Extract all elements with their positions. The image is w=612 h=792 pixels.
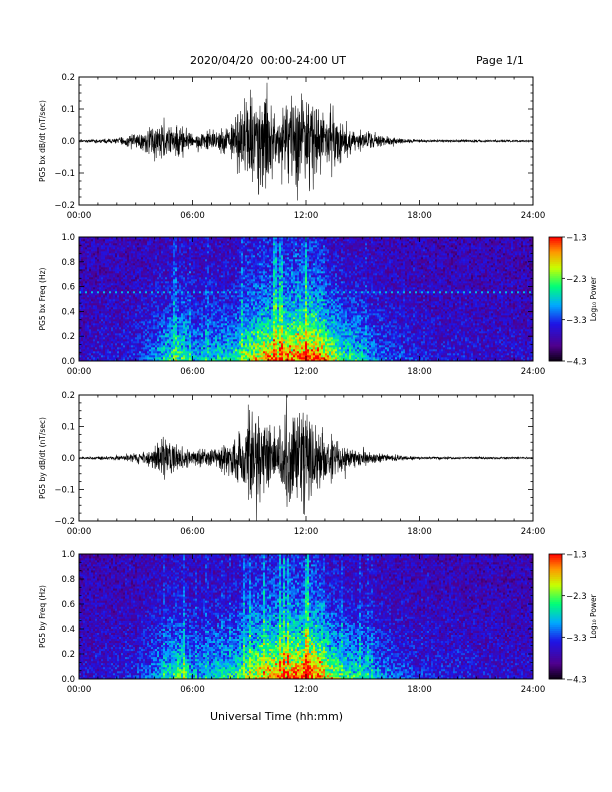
y-axis-label: PG5 bx Freq (Hz): [38, 267, 47, 330]
x-tick-label: 12:00: [294, 685, 319, 695]
colorbar-tick-label: −1.3: [566, 234, 587, 244]
y-tick-label: 0.0: [61, 357, 75, 367]
panel-4: −1.3 −2.3 −3.3 −4.3 Log₁₀ Power 00:00 06:00 12:…: [38, 550, 598, 695]
x-tick-label: 24:00: [521, 211, 546, 221]
colorbar-label: Log₁₀ Power: [589, 276, 598, 321]
x-tick-label: 06:00: [180, 367, 205, 377]
x-axis-label: Universal Time (hh:mm): [210, 710, 343, 723]
y-tick-label: −0.2: [54, 201, 75, 211]
x-tick-label: 18:00: [407, 367, 432, 377]
y-tick-label: −0.1: [54, 486, 75, 496]
x-tick-label: 00:00: [67, 527, 92, 537]
y-tick-label: 0.6: [61, 600, 75, 610]
colorbar: −1.3 −2.3 −3.3 −4.3 Log₁₀ Power: [549, 234, 598, 368]
y-tick-label: 0.4: [61, 307, 75, 317]
colorbar-tick-label: −2.3: [566, 592, 587, 602]
colorbar-tick-label: −3.3: [566, 316, 587, 326]
y-tick-label: 0.2: [61, 73, 75, 83]
panel-3: 00:00 06:00 12:00 18:00 24:00 0.2 0.1 0.0 −0.1 −0…: [38, 391, 545, 537]
y-tick-label: 0.2: [61, 332, 75, 342]
x-tick-label: 24:00: [521, 685, 546, 695]
y-axis-label: PG5 by Freq (Hz): [38, 585, 47, 648]
y-tick-label: −0.2: [54, 517, 75, 527]
colorbar: −1.3 −2.3 −3.3 −4.3 Log₁₀ Power: [549, 551, 598, 686]
colorbar-tick-label: −2.3: [566, 275, 587, 285]
x-tick-label: 00:00: [67, 211, 92, 221]
x-tick-label: 24:00: [521, 367, 546, 377]
x-tick-label: 18:00: [407, 211, 432, 221]
y-tick-label: 0.1: [61, 423, 75, 433]
y-tick-label: 0.1: [61, 105, 75, 115]
y-tick-label: 1.0: [61, 550, 75, 560]
x-tick-label: 06:00: [180, 527, 205, 537]
x-tick-label: 18:00: [407, 685, 432, 695]
x-tick-label: 18:00: [407, 527, 432, 537]
x-tick-label: 06:00: [180, 685, 205, 695]
x-tick-label: 06:00: [180, 211, 205, 221]
y-tick-label: 0.0: [61, 137, 75, 147]
y-tick-label: 1.0: [61, 233, 75, 243]
y-tick-label: 0.8: [61, 575, 75, 585]
x-tick-label: 12:00: [294, 527, 319, 537]
x-tick-label: 12:00: [294, 211, 319, 221]
colorbar-tick-label: −4.3: [566, 358, 587, 368]
colorbar-tick-label: −4.3: [566, 676, 587, 686]
x-tick-label: 00:00: [67, 367, 92, 377]
colorbar-label: Log₁₀ Power: [589, 593, 598, 638]
y-tick-label: −0.1: [54, 169, 75, 179]
spectrogram-cells: [79, 554, 533, 679]
y-axis-label: PG5 by dB/dt (nT/sec): [38, 417, 47, 499]
y-tick-label: 0.2: [61, 650, 75, 660]
y-tick-label: 0.4: [61, 625, 75, 635]
y-tick-label: 0.2: [61, 391, 75, 401]
x-tick-label: 00:00: [67, 685, 92, 695]
colorbar-tick-label: −3.3: [566, 634, 587, 644]
colorbar-tick-label: −1.3: [566, 551, 587, 561]
spectrogram-cells: [79, 237, 533, 361]
x-tick-label: 12:00: [294, 367, 319, 377]
data-trace: [79, 395, 533, 521]
y-tick-label: 0.0: [61, 675, 75, 685]
y-tick-label: 0.0: [61, 454, 75, 464]
y-tick-label: 0.6: [61, 283, 75, 293]
panel-1: 00:00 06:00 12:00 18:00 24:00 0.2 0.1 0.0 −0.1 −0…: [38, 73, 545, 221]
y-tick-label: 0.8: [61, 258, 75, 268]
data-trace: [79, 83, 533, 201]
panel-2: −1.3 −2.3 −3.3 −4.3 Log₁₀ Power 00:00 06:00 12:…: [38, 233, 598, 377]
y-axis-label: PG5 bx dB/dt (nT/sec): [38, 100, 47, 182]
x-tick-label: 24:00: [521, 527, 546, 537]
